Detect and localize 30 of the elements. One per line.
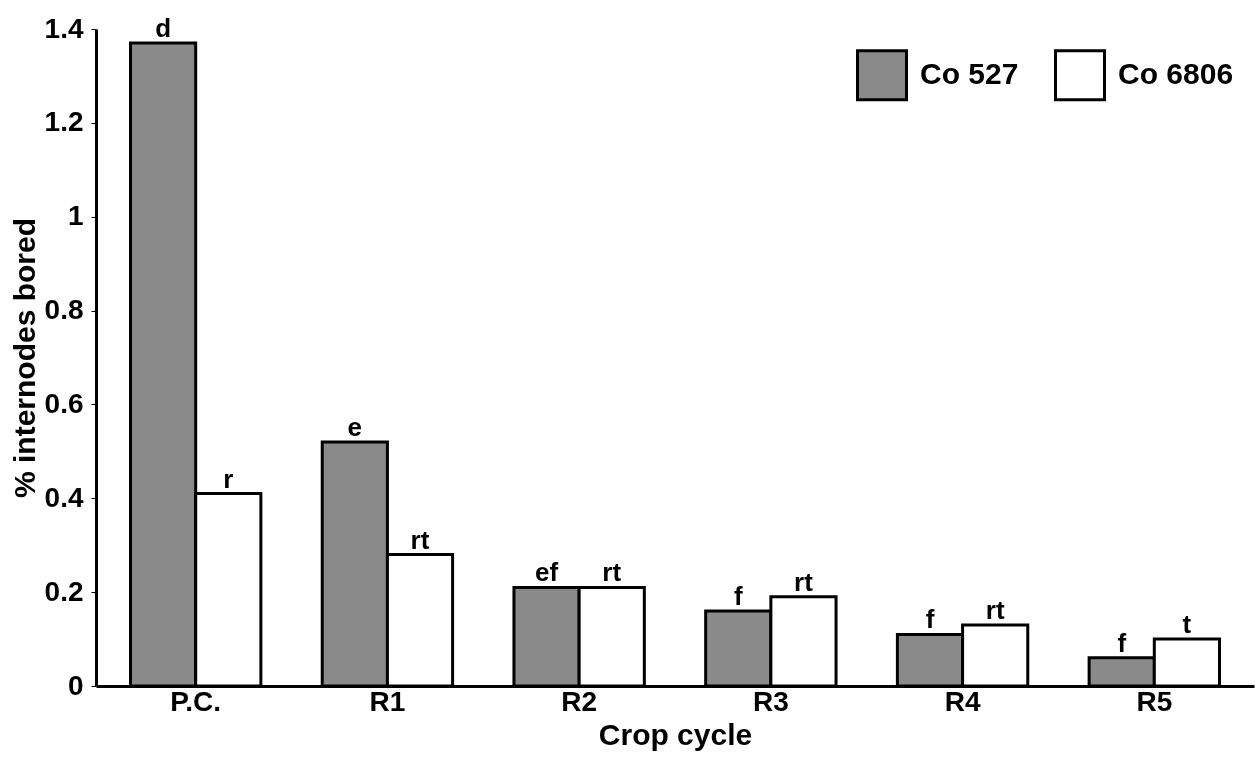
y-tick-label: 0 [67,669,84,701]
y-tick-label: 0.4 [44,481,84,513]
data-label: d [155,13,172,44]
legend-label: Co 527 [920,57,1019,91]
y-tick-label: 1.2 [44,106,84,138]
x-tick-label: R4 [944,685,981,717]
data-label: rt [410,524,430,555]
x-tick-label: R3 [752,685,789,717]
data-label: rt [602,557,622,588]
y-tick-label: 0.6 [44,387,84,419]
data-label: f [1117,627,1127,658]
data-label: ef [534,557,559,588]
x-tick-label: R1 [369,685,406,717]
x-axis-title: Crop cycle [598,717,753,751]
data-label: t [1182,609,1192,640]
x-tick-label: R5 [1136,685,1173,717]
data-label: f [733,580,743,611]
legend-label: Co 6806 [1118,57,1234,91]
data-label: rt [794,566,814,597]
y-tick-label: 0.8 [44,294,84,326]
data-label: r [223,463,234,494]
x-tick-label: R2 [561,685,598,717]
y-tick-label: 0.2 [44,575,84,607]
x-tick-label: P.C. [170,685,222,717]
y-tick-label: 1 [67,200,84,232]
data-label: rt [985,594,1005,625]
y-axis-title: % internodes bored [7,217,41,499]
y-tick-label: 1.4 [44,12,84,44]
data-label: e [347,411,363,442]
data-label: f [925,604,935,635]
